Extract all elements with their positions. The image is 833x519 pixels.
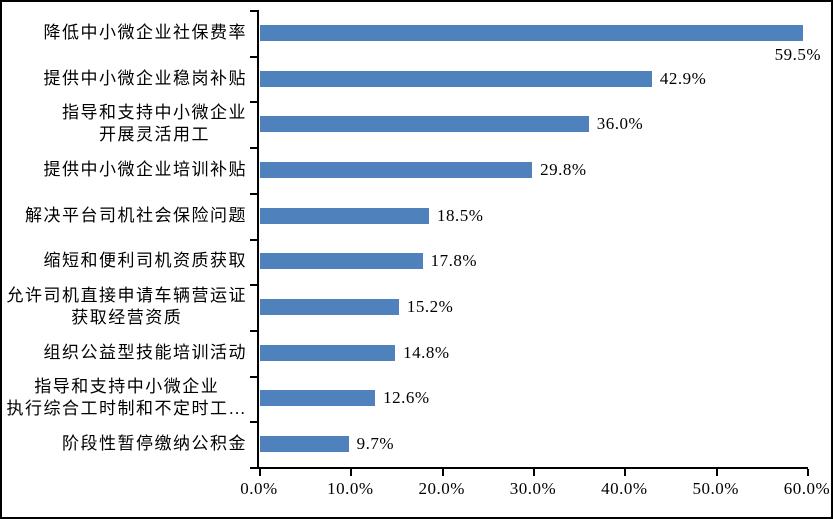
x-axis-tick-label: 20.0% (418, 479, 465, 498)
bar (260, 253, 423, 270)
value-label: 15.2% (406, 297, 454, 317)
bar (260, 161, 533, 178)
value-label: 36.0% (596, 114, 644, 134)
y-axis-tick (250, 421, 257, 424)
y-axis-tick (250, 375, 257, 378)
bar (260, 299, 399, 316)
bar (260, 70, 652, 87)
value-label: 17.8% (430, 251, 477, 271)
y-axis-tick (250, 101, 257, 104)
category-label: 指导和支持中小微企业 执行综合工时制和不定时工… (6, 377, 247, 419)
category-label: 阶段性暂停缴纳公积金 (62, 434, 247, 454)
x-axis-tick (533, 469, 535, 476)
bar (260, 390, 376, 407)
y-axis-tick (250, 55, 257, 58)
x-axis-tick (624, 469, 627, 476)
value-label: 29.8% (540, 159, 587, 179)
bar (260, 344, 396, 361)
x-axis-tick (350, 469, 353, 476)
x-axis-tick (807, 469, 809, 476)
value-label: 42.9% (659, 68, 707, 88)
x-axis-tick (259, 469, 261, 476)
category-label: 指导和支持中小微企业 开展灵活用工 (62, 103, 247, 145)
value-label: 59.5% (774, 44, 821, 64)
category-label: 组织公益型技能培训活动 (43, 342, 247, 362)
x-axis-tick-label: 0.0% (240, 479, 278, 498)
x-axis-tick-label: 40.0% (601, 479, 648, 498)
y-axis-tick (250, 147, 257, 150)
value-label: 9.7% (356, 434, 394, 454)
x-axis-tick (715, 469, 718, 476)
value-label: 18.5% (436, 205, 484, 225)
x-axis-line (257, 467, 808, 469)
x-axis-tick-label: 50.0% (692, 479, 739, 498)
bar (260, 24, 804, 41)
bar (260, 436, 349, 453)
category-label: 提供中小微企业稳岗补贴 (43, 68, 247, 88)
bar (260, 116, 589, 133)
category-label: 降低中小微企业社保费率 (43, 22, 247, 42)
x-axis-tick (441, 469, 444, 476)
category-label: 缩短和便利司机资质获取 (43, 251, 247, 271)
y-axis-tick (250, 192, 257, 195)
value-label: 14.8% (403, 342, 450, 362)
y-axis-tick (250, 467, 257, 469)
y-axis-tick (250, 10, 257, 12)
y-axis-tick (250, 329, 257, 332)
category-label: 解决平台司机社会保险问题 (25, 205, 247, 225)
x-axis-tick-label: 10.0% (327, 479, 374, 498)
y-axis-tick (250, 284, 257, 287)
category-label: 允许司机直接申请车辆营运证 获取经营资质 (6, 286, 247, 328)
y-axis-tick (250, 238, 257, 241)
x-axis-tick-label: 30.0% (509, 479, 557, 498)
bar (260, 207, 429, 224)
category-label: 提供中小微企业培训补贴 (43, 159, 247, 179)
value-label: 12.6% (383, 388, 430, 408)
y-axis-line (257, 10, 259, 469)
x-axis-tick-label: 60.0% (783, 479, 831, 498)
